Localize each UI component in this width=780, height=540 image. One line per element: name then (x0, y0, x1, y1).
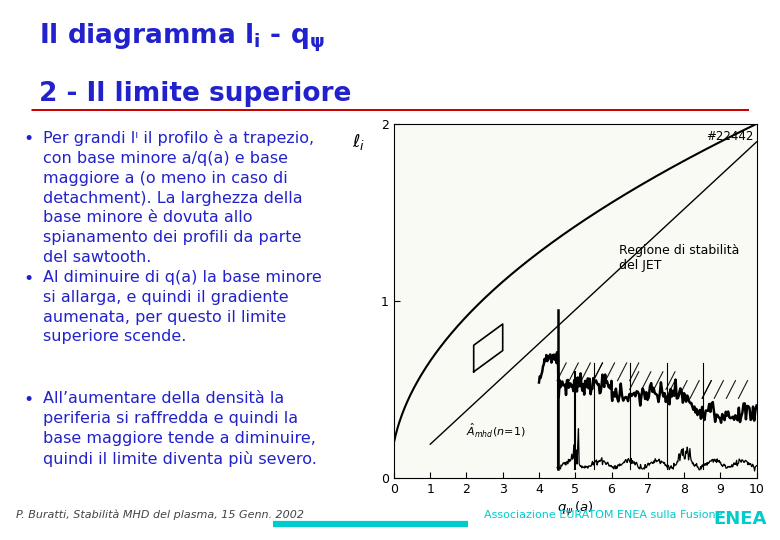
Text: #22442: #22442 (706, 130, 753, 143)
Text: P. Buratti, Stabilità MHD del plasma, 15 Genn. 2002: P. Buratti, Stabilità MHD del plasma, 15… (16, 510, 303, 520)
Text: Per grandi lᴵ il profilo è a trapezio,
con base minore a/q(a) e base
maggiore a : Per grandi lᴵ il profilo è a trapezio, c… (43, 130, 314, 265)
Text: •: • (23, 130, 34, 148)
Text: Il diagramma $\mathbf{l_i}$ - $\mathbf{q_\psi}$: Il diagramma $\mathbf{l_i}$ - $\mathbf{q… (39, 22, 324, 54)
Text: •: • (23, 391, 34, 409)
Text: All’aumentare della densità la
periferia si raffredda e quindi la
base maggiore : All’aumentare della densità la periferia… (43, 391, 317, 467)
Text: 2 - Il limite superiore: 2 - Il limite superiore (39, 81, 351, 107)
X-axis label: $q_\psi\,(a)$: $q_\psi\,(a)$ (557, 500, 594, 518)
Text: Associazione EURATOM ENEA sulla Fusione: Associazione EURATOM ENEA sulla Fusione (484, 510, 722, 519)
Text: $\hat{A}_{mhd}(n\!=\!1)$: $\hat{A}_{mhd}(n\!=\!1)$ (466, 421, 526, 440)
Text: $\ell_i$: $\ell_i$ (353, 132, 365, 152)
Text: ENEA: ENEA (714, 510, 767, 528)
Text: •: • (23, 270, 34, 288)
Text: Al diminuire di q(a) la base minore
si allarga, e quindi il gradiente
aumenata, : Al diminuire di q(a) la base minore si a… (43, 270, 321, 345)
Text: Regione di stabilità
del JET: Regione di stabilità del JET (619, 245, 739, 273)
